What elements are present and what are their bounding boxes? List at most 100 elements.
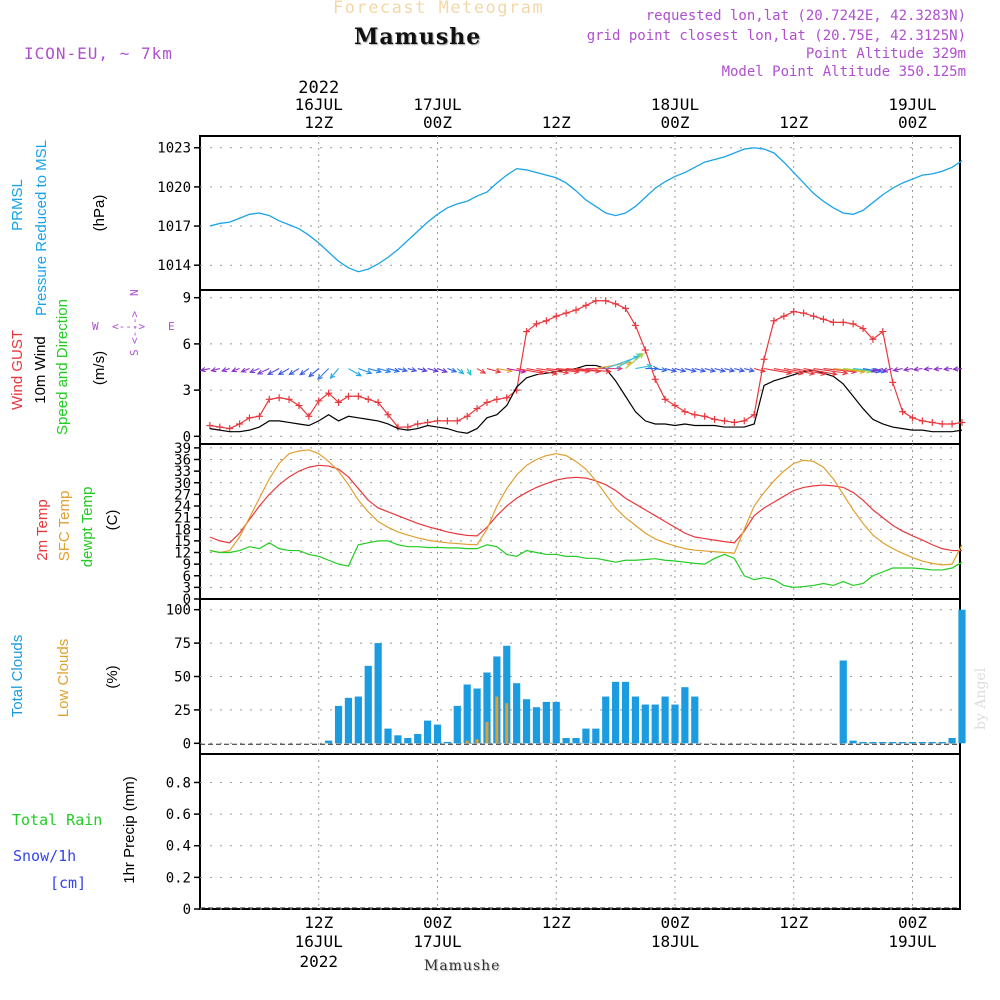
wind-arrow-head [605, 368, 612, 374]
y-tick-label: 75 [174, 636, 191, 652]
wind-arrow-head [393, 367, 401, 373]
total-clouds-bar [374, 643, 382, 744]
wind-direction-arrow [526, 367, 557, 375]
total-clouds-bar [542, 701, 550, 744]
wind-direction-arrow [934, 367, 943, 370]
y-tick-label: 3 [183, 580, 191, 596]
wind-arrow-head [633, 355, 640, 361]
wind-direction-arrow [476, 368, 486, 374]
wind-direction-arrow [883, 368, 893, 372]
wind-speed-line [209, 364, 963, 434]
pressure-line [209, 147, 963, 273]
wind-arrow-head [952, 366, 959, 372]
y-tick-label: 6 [183, 569, 191, 585]
chart-supertitle: Forecast Meteogram [333, 0, 545, 18]
y-tick-label: 27 [174, 487, 191, 503]
bottom-date-label: 19JUL [888, 932, 936, 951]
bottom-date-label: 18JUL [651, 932, 699, 951]
total-clouds-bar [889, 741, 897, 744]
top-hour-label: 12Z [304, 113, 333, 132]
top-date-label: 16JUL [295, 95, 343, 114]
wind-arrow-head [210, 367, 217, 373]
y-tick-label: 21 [174, 511, 191, 527]
total-clouds-bar [948, 737, 956, 744]
wind-direction-arrow [862, 367, 881, 373]
wind-arrow-head [230, 367, 238, 373]
y-tick-label: 36 [174, 453, 191, 469]
wind-direction-arrow [754, 368, 766, 372]
total-clouds-bar [552, 701, 560, 744]
total-clouds-bar [483, 672, 491, 744]
total-clouds-bar [651, 704, 659, 744]
wind-direction-arrow [773, 367, 804, 375]
wind-direction-arrow [308, 368, 320, 377]
wind-direction-arrow [893, 368, 903, 372]
compass-vertical: <---> [128, 311, 141, 344]
wind-direction-arrow [427, 368, 438, 372]
wind-direction-arrow [348, 368, 362, 377]
wind-direction-arrow [299, 368, 310, 376]
panel-clouds: 0 25 50 75 100 [166, 598, 966, 755]
wind-arrow-head [355, 371, 363, 377]
wind-arrow-head [401, 367, 409, 373]
top-hour-label: 00Z [898, 113, 927, 132]
wind-arrow-head [870, 367, 878, 373]
total-clouds-bar [879, 741, 887, 744]
total-clouds-bar [908, 741, 917, 744]
total-clouds-bar [473, 688, 481, 744]
bottom-date-label: 16JUL [295, 932, 343, 951]
wind-direction-arrow [903, 367, 913, 371]
wind-direction-arrow [317, 368, 330, 380]
panel-precip: 0 0.2 0.4 0.6 0.8 [166, 753, 961, 918]
bottom-hour-label: 12Z [304, 913, 333, 932]
wind-arrow-head [411, 367, 418, 373]
wind-direction-arrow [397, 368, 407, 372]
total-clouds-bar [899, 741, 907, 744]
wind-arrow-head [451, 367, 458, 373]
y-tick-label: 24 [174, 499, 191, 515]
wind-arrow-head [690, 367, 697, 373]
wind-direction-arrow [267, 368, 280, 375]
wind-arrow-head [256, 369, 263, 375]
wind-direction-arrow [763, 367, 792, 374]
wind-direction-arrow [924, 367, 933, 370]
total-clouds-bar [453, 705, 461, 744]
wind-arrow-head [912, 366, 919, 372]
wind-arrow-head [638, 353, 645, 359]
wind-gust-line [209, 300, 963, 430]
y-tick-label: 0 [183, 736, 191, 752]
y-tick-label: 30 [174, 476, 191, 492]
y-tick-label: 33 [174, 464, 191, 480]
wind-direction-arrow [257, 368, 270, 375]
wind-direction-arrow [516, 367, 544, 374]
pressure-label: PRMSL [9, 179, 26, 231]
y-tick-label: 9 [183, 557, 191, 573]
wind-arrow-head [220, 367, 228, 373]
temp-unit: (C) [104, 510, 121, 531]
total-clouds-bar [334, 705, 343, 744]
bottom-hour-label: 12Z [542, 913, 571, 932]
wind-direction-arrow [368, 368, 382, 373]
wind-direction-arrow [407, 368, 417, 372]
bottom-date-label: 17JUL [413, 932, 461, 951]
wind-direction-arrow [536, 367, 569, 374]
wind-arrow-head [831, 370, 838, 377]
total-clouds-bar [443, 741, 451, 744]
temp-sfc-line [209, 449, 963, 566]
total-clouds-bar [928, 741, 936, 744]
wind-arrow-head [480, 368, 487, 374]
total-clouds-label: Total Clouds [9, 635, 26, 718]
compass-east: E [168, 320, 175, 333]
total-clouds-bar [513, 683, 521, 744]
snow-label: Snow/1h [13, 847, 76, 865]
total-clouds-bar [859, 741, 867, 744]
compass-rose: W E <---><---> N S [92, 289, 175, 356]
rain-label: Total Rain [12, 811, 102, 829]
y-tick-label: 18 [174, 522, 191, 538]
wind-unit: (m/s) [91, 351, 108, 385]
wind-arrow-head [923, 366, 930, 372]
total-clouds-bar [641, 704, 649, 744]
top-date-label: 17JUL [413, 95, 461, 114]
